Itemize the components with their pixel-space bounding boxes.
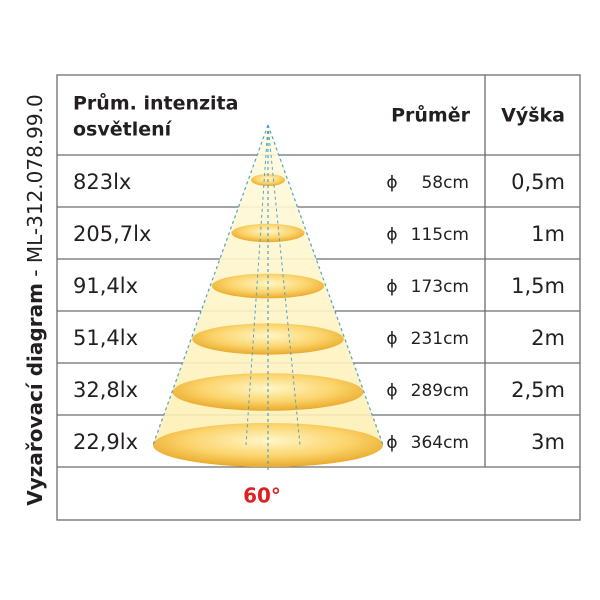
diameter: 364cm bbox=[411, 433, 469, 453]
diameter-symbol: ϕ bbox=[386, 225, 397, 245]
intensity: 823lx bbox=[73, 170, 131, 194]
diameter: 173cm bbox=[411, 277, 469, 297]
edge-line bbox=[267, 124, 384, 446]
light-disc bbox=[192, 323, 344, 355]
table bbox=[56, 74, 581, 521]
diameter: 231cm bbox=[411, 329, 469, 349]
header-height: Výška bbox=[501, 105, 565, 127]
header-intensity: osvětlení bbox=[73, 119, 173, 141]
diameter-symbol: ϕ bbox=[386, 433, 397, 453]
height: 1,5m bbox=[511, 274, 565, 298]
beam-angle: 60° bbox=[243, 484, 281, 508]
height: 2,5m bbox=[511, 378, 565, 402]
side-title: Vyzařovací diagram bbox=[23, 283, 47, 506]
header-diameter: Průměr bbox=[391, 104, 471, 127]
light-disc bbox=[211, 273, 325, 299]
diameter-symbol: ϕ bbox=[386, 173, 397, 193]
height: 2m bbox=[531, 326, 565, 350]
header-intensity: Prům. intenzita bbox=[73, 92, 238, 115]
side-code: - ML-312.078.99.0 bbox=[23, 94, 47, 276]
intensity: 32,8lx bbox=[73, 378, 138, 402]
table-border bbox=[56, 74, 581, 521]
diameter: 58cm bbox=[421, 173, 469, 193]
diameter: 115cm bbox=[411, 225, 469, 245]
side-label: Vyzařovací diagram - ML-312.078.99.0 bbox=[23, 94, 47, 505]
light-cone bbox=[152, 124, 384, 470]
height: 3m bbox=[531, 430, 565, 454]
height: 1m bbox=[531, 222, 565, 246]
intensity: 51,4lx bbox=[73, 326, 138, 350]
diameter-symbol: ϕ bbox=[386, 329, 397, 349]
edge-line bbox=[152, 124, 269, 446]
intensity: 91,4lx bbox=[73, 274, 138, 298]
diameter: 289cm bbox=[411, 381, 469, 401]
intensity: 22,9lx bbox=[73, 430, 138, 454]
diameter-symbol: ϕ bbox=[386, 277, 397, 297]
intensity: 205,7lx bbox=[73, 222, 151, 246]
height: 0,5m bbox=[511, 170, 565, 194]
diameter-symbol: ϕ bbox=[386, 381, 397, 401]
